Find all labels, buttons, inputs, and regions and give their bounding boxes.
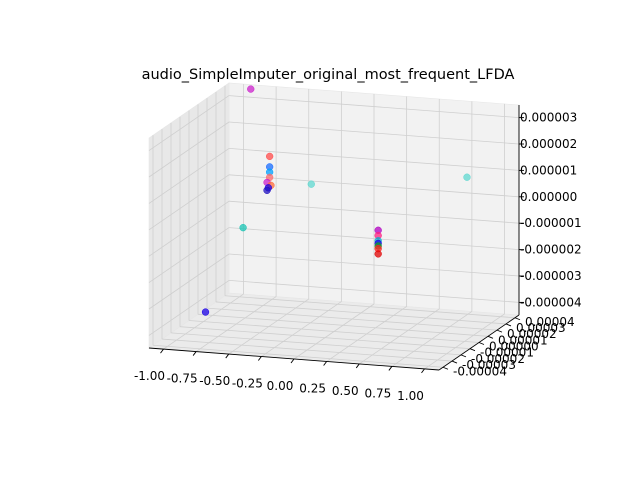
y-gridline bbox=[197, 313, 489, 337]
z-gridline bbox=[148, 253, 230, 310]
z-gridline bbox=[148, 121, 230, 178]
y-tick-label: -0.00003 bbox=[462, 358, 516, 372]
x-tick-label: 0.50 bbox=[332, 384, 359, 398]
y-tick-label: 0.00001 bbox=[498, 333, 548, 347]
y-gridline bbox=[152, 344, 444, 368]
y-gridline bbox=[161, 338, 453, 362]
x-tick-mark bbox=[388, 366, 393, 371]
y-tick-mark bbox=[451, 360, 458, 364]
y-tick-label: 0.00000 bbox=[489, 340, 539, 354]
scatter-point bbox=[201, 308, 210, 316]
y-tick-mark bbox=[478, 342, 485, 345]
y-tick-label: 0.00004 bbox=[525, 315, 575, 329]
x-tick-mark bbox=[421, 368, 425, 374]
z-tick-label: 0.000000 bbox=[520, 190, 577, 204]
x-tick-mark bbox=[355, 363, 360, 369]
z-tick-label: -0.000002 bbox=[520, 243, 582, 257]
x-tick-mark bbox=[192, 351, 197, 356]
z-gridline bbox=[148, 174, 230, 231]
y-gridline bbox=[206, 307, 498, 331]
x-tick-mark bbox=[290, 358, 295, 364]
scatter-point bbox=[239, 224, 247, 232]
y-tick-mark bbox=[469, 348, 476, 352]
y-tick-mark bbox=[460, 354, 467, 358]
z-tick-label: 0.000002 bbox=[520, 137, 577, 151]
scatter-point bbox=[463, 173, 471, 181]
z-gridline bbox=[228, 174, 520, 198]
z-gridline bbox=[228, 121, 520, 145]
grid-lines bbox=[148, 84, 520, 370]
scatter-point bbox=[307, 180, 315, 188]
scatter-point bbox=[263, 186, 271, 194]
x-tick-label: 1.00 bbox=[397, 389, 424, 403]
x-tick-label: -0.25 bbox=[232, 377, 263, 391]
scatter-point bbox=[374, 250, 382, 258]
x-tick-label: 0.25 bbox=[299, 381, 326, 395]
y-tick-mark bbox=[505, 323, 512, 327]
x-tick-label: -0.50 bbox=[199, 374, 230, 388]
z-gridline bbox=[148, 95, 230, 151]
x-tick-mark bbox=[258, 356, 262, 361]
y-axis-ticks: -0.00004-0.00003-0.00002-0.000010.000000… bbox=[442, 315, 575, 378]
z-gridline bbox=[148, 148, 230, 204]
y-tick-label: 0.00002 bbox=[507, 327, 557, 341]
chart-title: audio_SimpleImputer_original_most_freque… bbox=[142, 67, 515, 83]
z-tick-label: 0.000001 bbox=[520, 163, 577, 177]
z-gridline bbox=[228, 227, 520, 250]
y-tick-mark bbox=[514, 317, 521, 321]
z-gridline bbox=[148, 280, 230, 336]
x-tick-mark bbox=[160, 348, 164, 354]
z-gridline bbox=[228, 95, 520, 118]
x-tick-label: 0.00 bbox=[267, 379, 294, 393]
y-tick-mark bbox=[496, 329, 503, 333]
y-gridline bbox=[179, 326, 471, 350]
x-tick-mark bbox=[323, 361, 327, 366]
z-gridline bbox=[228, 200, 520, 224]
z-gridline bbox=[148, 227, 230, 283]
y-gridline bbox=[215, 301, 507, 325]
axes-panes bbox=[148, 82, 520, 371]
z-gridline bbox=[228, 253, 520, 277]
x-tick-label: -0.75 bbox=[167, 372, 198, 386]
x-tick-label: 0.75 bbox=[365, 386, 392, 400]
scatter-points bbox=[201, 85, 471, 316]
x-tick-label: -1.00 bbox=[134, 369, 165, 383]
z-gridline bbox=[148, 200, 230, 257]
y-tick-label: -0.00004 bbox=[453, 364, 507, 378]
z-tick-label: -0.000003 bbox=[520, 269, 582, 283]
scatter-point bbox=[266, 152, 274, 161]
y-tick-label: -0.00002 bbox=[471, 352, 525, 366]
z-tick-label: -0.000001 bbox=[520, 216, 582, 230]
y-gridline bbox=[188, 320, 480, 343]
y-tick-mark bbox=[442, 366, 449, 370]
y-gridline bbox=[170, 332, 462, 356]
z-gridline bbox=[228, 280, 520, 303]
y-tick-label: -0.00001 bbox=[480, 346, 534, 360]
x-axis-ticks: -1.00 -0.75 -0.50 -0.25 0.00 0.25 0.50 0.75 1.00 bbox=[134, 348, 425, 403]
y-tick-label: 0.00003 bbox=[516, 321, 566, 335]
z-tick-label: 0.000003 bbox=[520, 111, 577, 125]
x-tick-mark bbox=[225, 353, 230, 359]
y-gridline bbox=[224, 295, 516, 319]
z-tick-label: -0.000004 bbox=[520, 295, 582, 309]
z-gridline bbox=[228, 148, 520, 171]
y-tick-mark bbox=[487, 335, 494, 339]
scatter-point bbox=[247, 85, 255, 93]
z-axis-ticks: 0.000003 0.000002 0.000001 0.000000 -0.00000… bbox=[519, 111, 582, 309]
